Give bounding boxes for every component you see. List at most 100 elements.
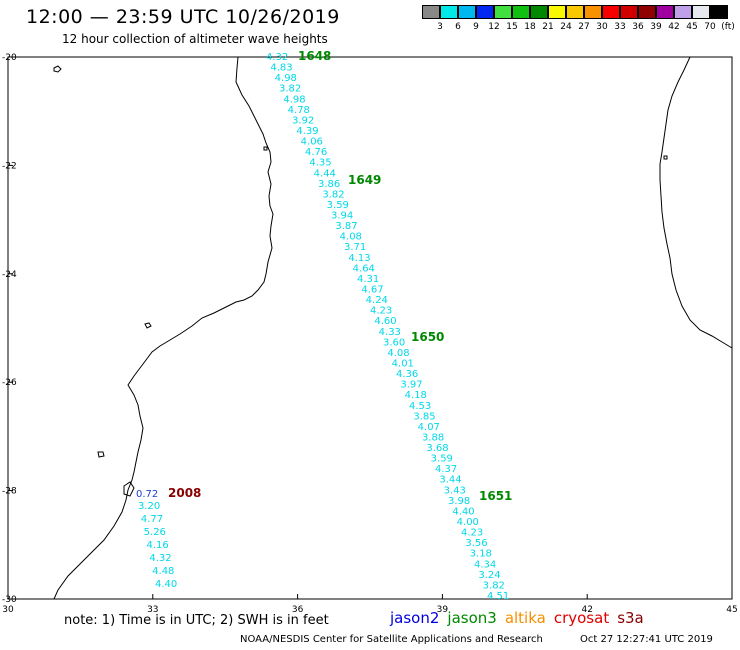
- swh-value: 5.26: [144, 527, 166, 538]
- swh-value: 3.59: [327, 200, 349, 211]
- scale-label: 33: [614, 22, 626, 32]
- swh-value: 4.08: [387, 348, 409, 359]
- swh-value: 4.23: [461, 528, 483, 539]
- swh-value: 4.83: [270, 63, 292, 74]
- swh-value: 4.48: [152, 566, 174, 577]
- scale-swatch: [692, 5, 710, 19]
- swh-value: 4.16: [147, 540, 169, 551]
- island-small-madagascar: [663, 155, 668, 160]
- swh-value: 4.53: [409, 401, 431, 412]
- mission-name: cryosat: [553, 609, 610, 627]
- swh-value: 4.32: [266, 52, 288, 63]
- swh-value: 4.01: [392, 358, 414, 369]
- scale-label: 12: [488, 22, 500, 32]
- swh-value: 4.36: [396, 369, 418, 380]
- swh-value: 3.56: [465, 538, 487, 549]
- coastline-africa: [53, 56, 274, 600]
- scale-swatch: [620, 5, 638, 19]
- swh-value: 0.72: [136, 489, 158, 500]
- mission-name: jason3: [447, 609, 497, 627]
- swh-value: 4.40: [155, 579, 177, 590]
- swh-value: 4.60: [374, 316, 396, 327]
- scale-label: 70: [704, 22, 716, 32]
- swh-value: 4.23: [370, 306, 392, 317]
- scale-swatch: [530, 5, 548, 19]
- footer-credit: NOAA/NESDIS Center for Satellite Applica…: [240, 634, 543, 645]
- scale-swatch: [638, 5, 656, 19]
- swh-value: 4.31: [357, 274, 379, 285]
- scale-label: 15: [506, 22, 518, 32]
- lat-label: -24: [2, 270, 17, 280]
- pass-label: 1648: [298, 49, 331, 63]
- swh-value: 4.00: [457, 517, 479, 528]
- swh-value: 3.82: [483, 580, 505, 591]
- footer-note: note: 1) Time is in UTC; 2) SWH is in fe…: [64, 613, 329, 628]
- wave-height-color-scale: 3 6 9 12 15 18 21 24 27 30 33 36 39 42 45 70 (ft): [422, 5, 735, 37]
- swh-value: 3.92: [292, 115, 314, 126]
- swh-value: 3.60: [383, 337, 405, 348]
- scale-swatch: [422, 5, 440, 19]
- pass-label: 2008: [168, 486, 201, 500]
- footer-timestamp: Oct 27 12:27:41 UTC 2019: [580, 634, 713, 645]
- swh-value: 4.76: [305, 147, 327, 158]
- swh-value: 4.39: [296, 126, 318, 137]
- scale-label: 3: [437, 22, 443, 32]
- scale-swatch: [566, 5, 584, 19]
- swh-value: 4.34: [474, 559, 496, 570]
- scale-swatch: [674, 5, 692, 19]
- scale-label: 36: [632, 22, 644, 32]
- swh-value: 4.64: [353, 263, 375, 274]
- swh-value: 3.20: [138, 501, 160, 512]
- swh-value: 3.59: [431, 454, 453, 465]
- lat-label: -30: [2, 595, 17, 605]
- swh-value: 3.98: [448, 496, 470, 507]
- swh-value: 4.67: [361, 285, 383, 296]
- lon-label: 33: [147, 605, 158, 615]
- scale-label: 6: [455, 22, 461, 32]
- lat-label: -26: [2, 378, 17, 388]
- mission-name: s3a: [617, 609, 644, 627]
- scale-label: 9: [473, 22, 479, 32]
- lat-label: -22: [2, 161, 17, 171]
- swh-value: 4.78: [288, 105, 310, 116]
- swh-value: 3.44: [439, 475, 461, 486]
- lon-label: 36: [292, 605, 304, 615]
- swh-value: 4.40: [452, 506, 474, 517]
- lat-label: -28: [2, 487, 17, 497]
- swh-value: 3.18: [470, 549, 492, 560]
- coast-estuary: [123, 481, 135, 497]
- mission-legend: jason2 jason3 altika cryosat s3a: [390, 609, 652, 627]
- swh-value: 4.13: [348, 253, 370, 264]
- swh-value: 4.24: [366, 295, 388, 306]
- lon-label: 42: [581, 605, 592, 615]
- scale-label: 39: [650, 22, 662, 32]
- mission-name: altika: [504, 609, 546, 627]
- map-title: 12:00 — 23:59 UTC 10/26/2019: [26, 6, 340, 28]
- scale-label: (ft): [721, 22, 735, 32]
- scale-label: 30: [596, 22, 608, 32]
- swh-value: 3.43: [444, 485, 466, 496]
- swh-value: 4.06: [301, 137, 323, 148]
- map-subtitle: 12 hour collection of altimeter wave hei…: [62, 32, 328, 46]
- axis-ticks: 30 33 36 39 42 45 -20 -22 -24 -26 -28 -30: [2, 53, 738, 615]
- scale-swatch: [656, 5, 674, 19]
- lat-label: -20: [2, 53, 17, 63]
- scale-label: 18: [524, 22, 536, 32]
- swh-value: 4.44: [314, 168, 336, 179]
- island-small-east: [263, 146, 268, 151]
- swh-value: 4.51: [487, 591, 509, 602]
- swh-value: 3.71: [344, 242, 366, 253]
- lon-label: 39: [437, 605, 449, 615]
- swh-value: 3.85: [413, 411, 435, 422]
- swh-tracks: 4.324.834.983.824.984.783.924.394.064.76…: [136, 49, 512, 602]
- scale-label: 45: [686, 22, 698, 32]
- mission-name: jason2: [390, 609, 440, 627]
- scale-swatch: [512, 5, 530, 19]
- pass-label: 1649: [348, 173, 381, 187]
- scale-swatch: [602, 5, 620, 19]
- scale-label: 42: [668, 22, 680, 32]
- scale-swatch: [710, 5, 728, 19]
- pass-label: 1650: [411, 330, 444, 344]
- scale-swatch: [458, 5, 476, 19]
- scale-swatch: [548, 5, 566, 19]
